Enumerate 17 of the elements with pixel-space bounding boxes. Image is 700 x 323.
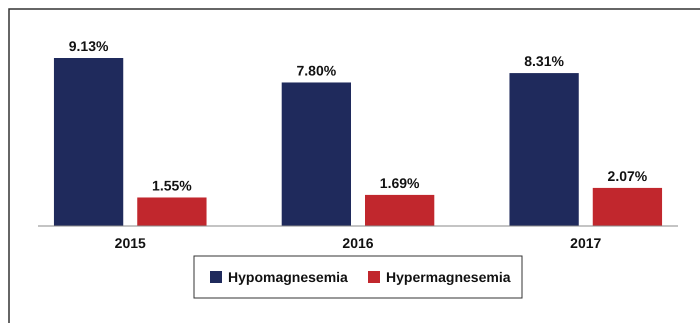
- data-label: 8.31%: [524, 53, 565, 70]
- legend-label: Hypermagnesemia: [386, 269, 511, 285]
- bar: [592, 188, 662, 226]
- x-tick-label: 2016: [342, 235, 374, 251]
- x-tick-label: 2017: [570, 235, 602, 251]
- bar: [365, 194, 434, 226]
- data-label: 1.69%: [380, 174, 420, 191]
- bar: [509, 73, 579, 226]
- legend-label: Hypomagnesemia: [228, 269, 348, 285]
- x-tick-label: 2015: [114, 235, 146, 251]
- bar: [137, 197, 207, 226]
- bar: [54, 58, 124, 226]
- data-label: 7.80%: [296, 62, 337, 78]
- data-label: 9.13%: [68, 38, 109, 54]
- data-label: 2.07%: [608, 168, 648, 184]
- bar: [282, 82, 351, 226]
- data-label: 1.55%: [152, 177, 192, 194]
